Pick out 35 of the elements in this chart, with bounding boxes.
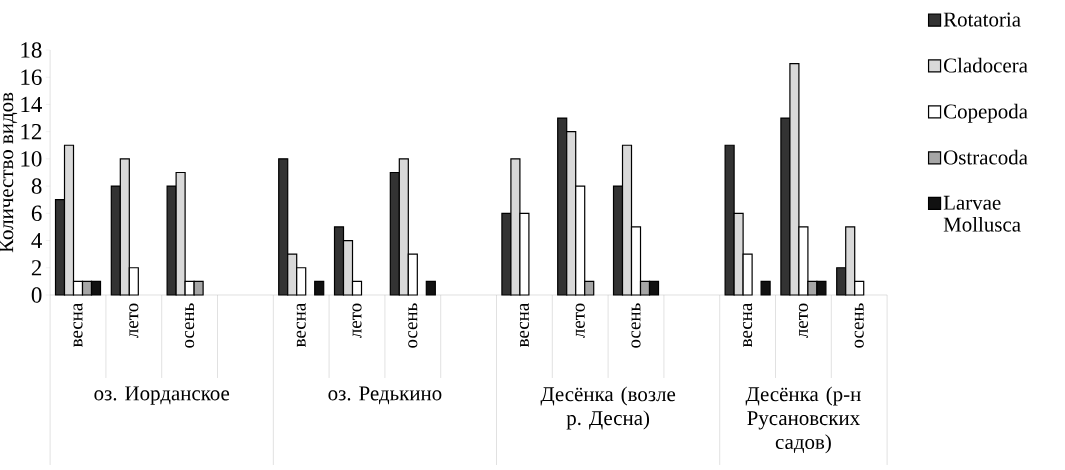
y-tick-label: 12 bbox=[21, 124, 42, 140]
y-tick-label: 18 bbox=[21, 42, 42, 58]
legend-label: Larvae Mollusca bbox=[943, 195, 1021, 232]
x-tick-label: осень bbox=[854, 303, 864, 348]
x-tick-label: весна bbox=[296, 303, 306, 348]
legend-label: Rotatoria bbox=[943, 12, 1021, 27]
x-tick-label: весна bbox=[73, 303, 83, 348]
y-tick-label: 6 bbox=[31, 205, 42, 222]
text: оз. Редькино bbox=[328, 386, 442, 405]
bar bbox=[314, 280, 325, 296]
y-tick-label: 16 bbox=[21, 69, 42, 85]
x-tick-label: осень bbox=[185, 303, 195, 348]
bar bbox=[760, 280, 771, 296]
x-tick-label: лето bbox=[352, 303, 362, 338]
text: оз. Иорданское bbox=[94, 386, 230, 405]
legend-label: Cladocera bbox=[944, 57, 1028, 73]
x-tick-label: лето bbox=[575, 303, 585, 338]
text: Десёнка (возле р. Десна) bbox=[540, 386, 676, 430]
text: Десёнка (р-н Русановских садов) bbox=[745, 386, 861, 454]
y-tick-label: 8 bbox=[31, 178, 42, 194]
x-tick-label: лето bbox=[798, 303, 808, 338]
legend-label: Ostracoda bbox=[944, 149, 1028, 165]
x-tick-label: весна bbox=[743, 303, 753, 348]
y-axis-title: Количество видов bbox=[0, 92, 18, 253]
y-tick-label: 2 bbox=[31, 260, 42, 276]
y-tick-label: 10 bbox=[21, 151, 42, 167]
y-tick-label: 14 bbox=[21, 96, 42, 112]
x-tick-label: осень bbox=[408, 303, 418, 348]
x-tick-label: осень bbox=[631, 303, 641, 348]
legend-label: Copepoda bbox=[944, 103, 1028, 123]
y-tick-label: 4 bbox=[31, 232, 42, 249]
y-tick-label: 0 bbox=[31, 287, 42, 303]
x-tick-label: весна bbox=[519, 303, 529, 348]
x-tick-label: лето bbox=[129, 303, 139, 338]
bar bbox=[425, 280, 436, 296]
